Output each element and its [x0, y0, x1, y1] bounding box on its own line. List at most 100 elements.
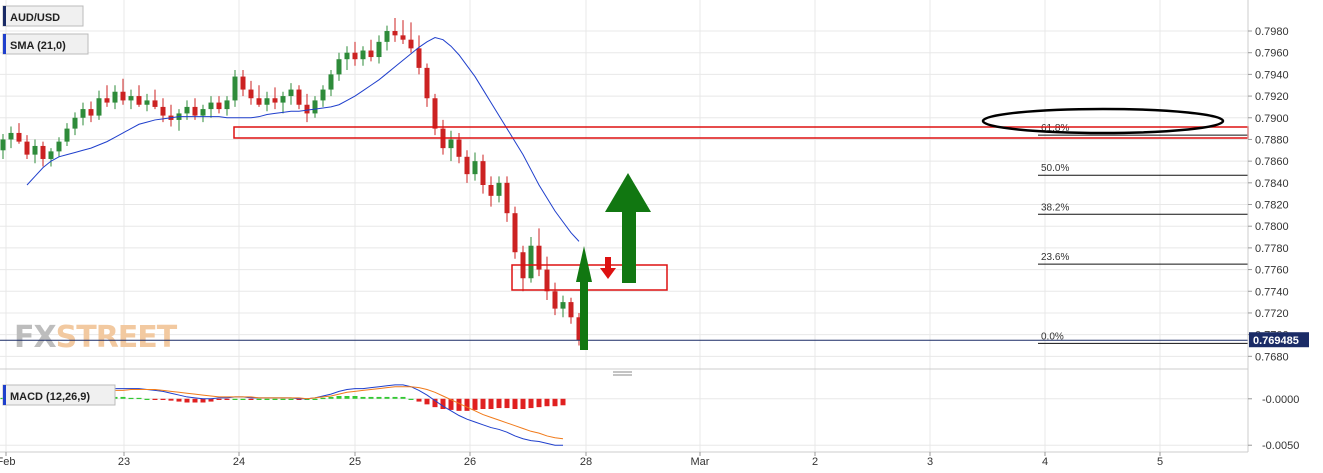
candle: [368, 39, 374, 62]
macd-histogram-bar: [168, 398, 174, 401]
candle: [472, 152, 478, 181]
candle: [248, 80, 254, 105]
fibonacci-levels: 61.8% 50.0% 38.2% 23.6% 0.0%: [1038, 123, 1248, 344]
macd-histogram-bar: [184, 398, 190, 403]
candle: [320, 85, 326, 107]
candle: [384, 25, 390, 51]
small-green-up-arrow: [576, 246, 592, 350]
candle: [96, 90, 102, 120]
candle: [328, 70, 334, 97]
candle: [528, 237, 534, 283]
candle: [128, 89, 134, 110]
macd-histogram-bar: [264, 398, 270, 400]
time-tick-label: 25: [349, 456, 361, 468]
time-tick-label: 24: [233, 456, 245, 468]
macd-histogram-bar: [552, 398, 558, 407]
candle: [256, 85, 262, 107]
macd-histogram-bar: [152, 398, 158, 400]
macd-histogram-bar: [360, 396, 366, 399]
macd-histogram-bar: [400, 396, 406, 399]
sma-tag[interactable]: SMA (21,0): [2, 33, 89, 55]
macd-histogram-bar: [320, 397, 326, 400]
macd-histogram-bar: [504, 398, 510, 409]
red-down-arrow: [600, 257, 616, 279]
macd-histogram-bar: [344, 396, 350, 399]
macd-histogram-bar: [208, 398, 214, 402]
candle: [200, 104, 206, 123]
macd-histogram-bar: [448, 398, 454, 410]
price-tick-label: 0.7820: [1255, 200, 1289, 212]
price-tick-label: 0.7860: [1255, 156, 1289, 168]
candle: [104, 85, 110, 107]
candle: [432, 93, 438, 136]
macd-histogram-bar: [232, 398, 238, 400]
macd-panel: MACD (12,26,9): [0, 384, 1248, 446]
macd-histogram-bar: [160, 398, 166, 400]
candle: [280, 91, 286, 114]
candle: [568, 297, 574, 324]
price-tick-label: 0.7980: [1255, 26, 1289, 38]
sma-line: [26, 36, 580, 242]
candle: [80, 102, 86, 126]
time-tick-label: 3: [927, 456, 933, 468]
candle: [232, 70, 238, 107]
candle: [424, 63, 430, 107]
time-tick-label: Feb: [0, 456, 15, 468]
candle: [32, 139, 38, 164]
candlestick-series: [0, 18, 582, 346]
candle: [416, 35, 422, 75]
price-tick-label: 0.7780: [1255, 243, 1289, 255]
macd-histogram-bar: [200, 398, 206, 403]
macd-axis[interactable]: -0.0000 -0.0050: [1248, 394, 1299, 452]
macd-histogram-bar: [424, 398, 430, 405]
candle: [88, 101, 94, 123]
candle: [160, 98, 166, 123]
candle: [56, 137, 62, 157]
price-tick-label: 0.7800: [1255, 221, 1289, 233]
macd-histogram-bar: [304, 398, 310, 400]
macd-histogram-bar: [432, 398, 438, 408]
macd-histogram-bar: [328, 396, 334, 399]
candle: [352, 41, 358, 66]
time-tick-label: 23: [118, 456, 130, 468]
macd-tick-label: -0.0050: [1262, 440, 1299, 452]
macd-histogram-bar: [224, 398, 230, 400]
candle: [544, 256, 550, 300]
candle: [112, 85, 118, 110]
price-tick-label: 0.7920: [1255, 91, 1289, 103]
macd-histogram-bar: [136, 397, 142, 400]
candle: [488, 176, 494, 207]
macd-histogram-bar: [512, 398, 518, 409]
support-zone-box: [511, 264, 668, 291]
macd-histogram-bar: [456, 398, 462, 411]
macd-histogram-bar: [192, 398, 198, 403]
macd-histogram-bar: [144, 398, 150, 400]
price-axis[interactable]: 0.7980 0.7960 0.7940 0.7920 0.7900 0.7880 0.78…: [1248, 26, 1289, 363]
macd-histogram-bar: [272, 398, 278, 400]
candle: [272, 87, 278, 110]
candle: [40, 141, 46, 167]
macd-tag[interactable]: MACD (12,26,9): [2, 384, 116, 406]
instrument-label: AUD/USD: [10, 12, 60, 24]
time-axis[interactable]: Feb2324252628Mar2345: [0, 452, 1163, 468]
candle: [216, 96, 222, 114]
candle: [376, 35, 382, 64]
macd-histogram-bar: [488, 398, 494, 409]
macd-histogram-bar: [440, 398, 446, 409]
panel-resize-handle[interactable]: [613, 371, 632, 376]
candle: [312, 96, 318, 118]
candle: [152, 89, 158, 110]
svg-text:FXSTREET: FXSTREET: [14, 320, 178, 355]
candle: [552, 282, 558, 316]
price-tick-label: 0.7840: [1255, 178, 1289, 190]
candle: [120, 78, 126, 105]
macd-histogram-bar: [464, 398, 470, 411]
candle: [464, 150, 470, 183]
macd-histogram-bar: [416, 398, 422, 402]
macd-histogram-bar: [216, 398, 222, 400]
candle: [480, 154, 486, 194]
macd-grid: [0, 398, 1248, 446]
instrument-tag[interactable]: AUD/USD: [2, 5, 84, 27]
time-tick-label: 2: [812, 456, 818, 468]
